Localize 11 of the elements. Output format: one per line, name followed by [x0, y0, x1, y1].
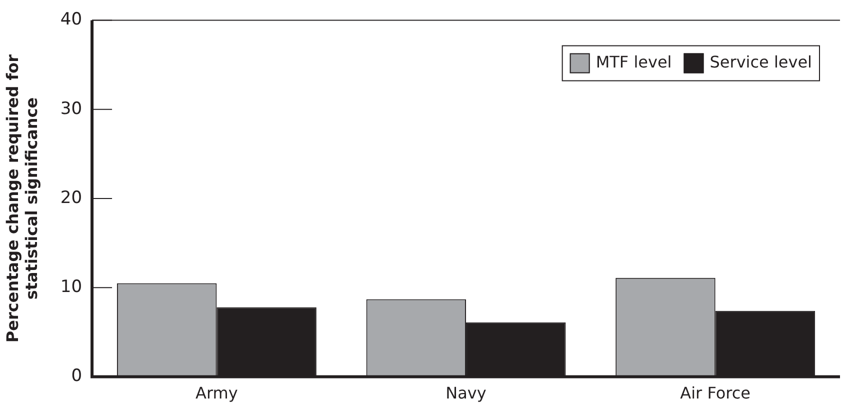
y-tick-label: 30 — [60, 98, 82, 119]
y-axis-title: Percentage change required for statistical significance — [2, 54, 41, 343]
legend-label: Service level — [710, 52, 812, 72]
y-tick-label: 10 — [60, 277, 82, 298]
x-tick-label: Air Force — [680, 384, 751, 403]
legend-label: MTF level — [596, 52, 672, 72]
y-tick-label: 40 — [60, 10, 82, 30]
x-tick-label: Army — [196, 384, 238, 403]
y-tick-label: 0 — [71, 366, 82, 386]
x-tick-label: Navy — [446, 384, 486, 403]
y-tick-label: 20 — [60, 188, 82, 208]
